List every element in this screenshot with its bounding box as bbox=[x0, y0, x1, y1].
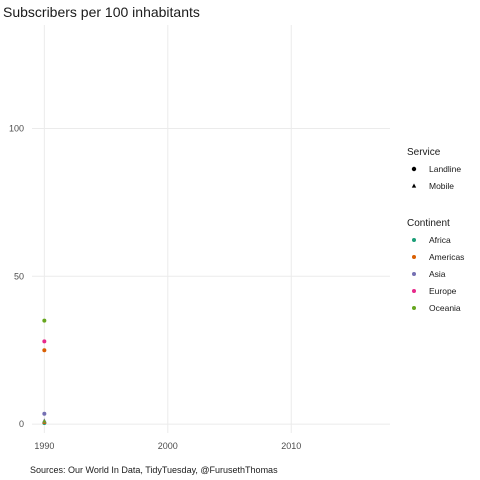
legend-title: Continent bbox=[407, 218, 450, 229]
legend-label-africa: Africa bbox=[429, 235, 451, 245]
legend-label-asia: Asia bbox=[429, 269, 446, 279]
x-tick-label: 2000 bbox=[158, 441, 178, 451]
legend-label-oceania: Oceania bbox=[429, 303, 461, 313]
legend-label-mobile: Mobile bbox=[429, 181, 454, 191]
tick-labels: 1990 2000 2010 0 50 100 bbox=[9, 123, 301, 451]
legend-key-americas bbox=[412, 255, 416, 259]
legend-title: Service bbox=[407, 147, 441, 158]
chart-title: Subscribers per 100 inhabitants bbox=[3, 4, 200, 20]
y-tick-label: 0 bbox=[19, 419, 24, 429]
chart-caption: Sources: Our World In Data, TidyTuesday,… bbox=[30, 465, 278, 475]
data-points bbox=[42, 318, 47, 425]
data-point-asia-landline bbox=[42, 411, 47, 416]
gridlines bbox=[32, 25, 390, 433]
y-tick-label: 50 bbox=[14, 271, 24, 281]
x-tick-label: 1990 bbox=[34, 441, 54, 451]
x-tick-label: 2010 bbox=[281, 441, 301, 451]
legend-label-europe: Europe bbox=[429, 286, 457, 296]
legend-label-landline: Landline bbox=[429, 164, 461, 174]
legend-key-europe bbox=[412, 289, 416, 293]
data-point-europe-landline bbox=[42, 339, 47, 344]
data-point-oceania-mobile bbox=[42, 418, 47, 423]
legend-key-asia bbox=[412, 272, 416, 276]
legend-key-africa bbox=[412, 238, 416, 242]
legend-label-americas: Americas bbox=[429, 252, 464, 262]
legend-key-mobile bbox=[411, 183, 417, 188]
data-point-americas-landline bbox=[42, 348, 47, 353]
legend: Service Landline Mobile Continent Africa Amer… bbox=[407, 147, 464, 313]
y-tick-label: 100 bbox=[9, 123, 24, 133]
legend-key-oceania bbox=[412, 306, 416, 310]
data-point-oceania-landline bbox=[42, 318, 47, 323]
legend-key-landline bbox=[411, 166, 417, 172]
